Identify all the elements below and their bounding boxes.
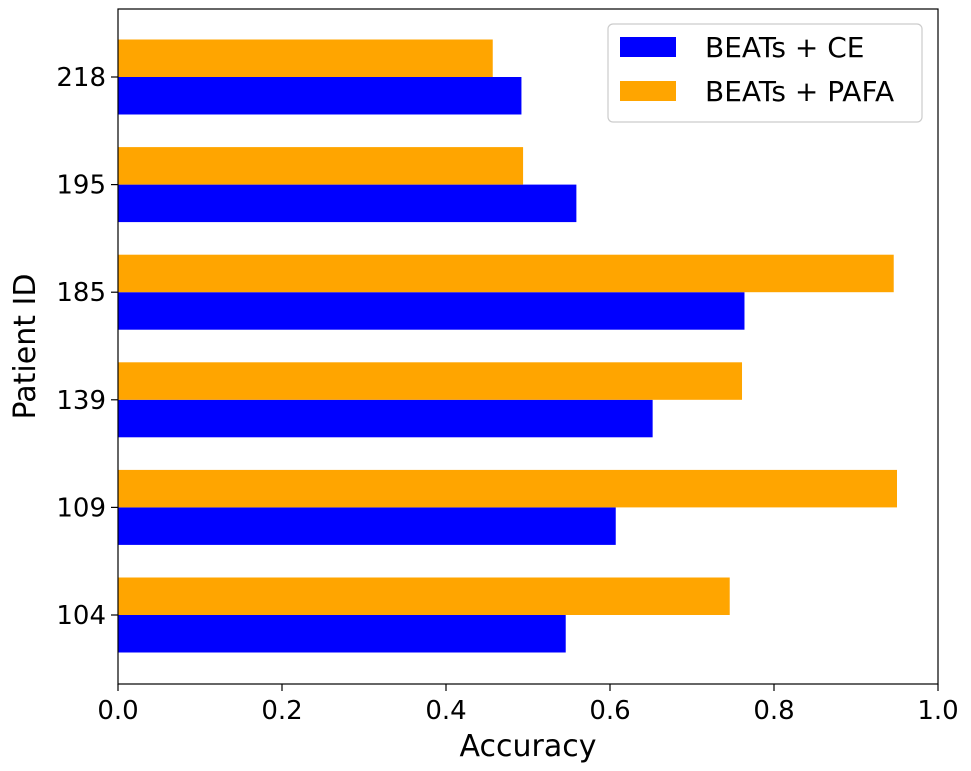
bar-ce-104 — [118, 615, 566, 653]
y-tick-label: 218 — [56, 63, 106, 93]
bar-pafa-109 — [118, 469, 897, 508]
bar-pafa-185 — [118, 254, 894, 293]
bar-pafa-139 — [118, 362, 743, 400]
x-tick-label: 0.8 — [753, 696, 794, 726]
x-tick-label: 1.0 — [917, 696, 958, 726]
y-tick-label: 104 — [56, 601, 106, 631]
bar-ce-195 — [118, 184, 577, 223]
bar-ce-109 — [118, 507, 616, 545]
x-tick-label: 0.0 — [97, 696, 138, 726]
legend-swatch — [620, 37, 676, 57]
legend-label: BEATs + CE — [705, 31, 864, 64]
x-tick-label: 0.2 — [261, 696, 302, 726]
x-axis: 0.0 0.2 0.4 0.6 0.8 1.0 — [97, 684, 959, 726]
y-tick-label: 139 — [56, 386, 106, 416]
bars-layer — [118, 39, 897, 653]
bar-pafa-218 — [118, 39, 493, 77]
plot-frame — [117, 8, 939, 685]
legend-swatch — [620, 81, 676, 101]
bar-ce-139 — [118, 399, 653, 438]
legend-frame — [607, 23, 923, 123]
bar-pafa-104 — [118, 577, 730, 615]
bar-ce-218 — [118, 77, 522, 115]
y-tick-label: 185 — [56, 278, 106, 308]
bar-ce-185 — [118, 292, 745, 330]
legend-label: BEATs + PAFA — [705, 75, 894, 108]
y-axis-title: Patient ID — [8, 274, 43, 420]
y-tick-label: 109 — [56, 493, 106, 523]
x-tick-label: 0.6 — [589, 696, 630, 726]
y-tick-label: 195 — [56, 171, 106, 201]
x-axis-title: Accuracy — [460, 729, 597, 764]
legend: BEATs + CE BEATs + PAFA — [607, 23, 923, 123]
y-axis: 104 109 139 185 195 218 — [56, 63, 118, 631]
bar-pafa-195 — [118, 147, 524, 185]
x-tick-label: 0.4 — [425, 696, 466, 726]
